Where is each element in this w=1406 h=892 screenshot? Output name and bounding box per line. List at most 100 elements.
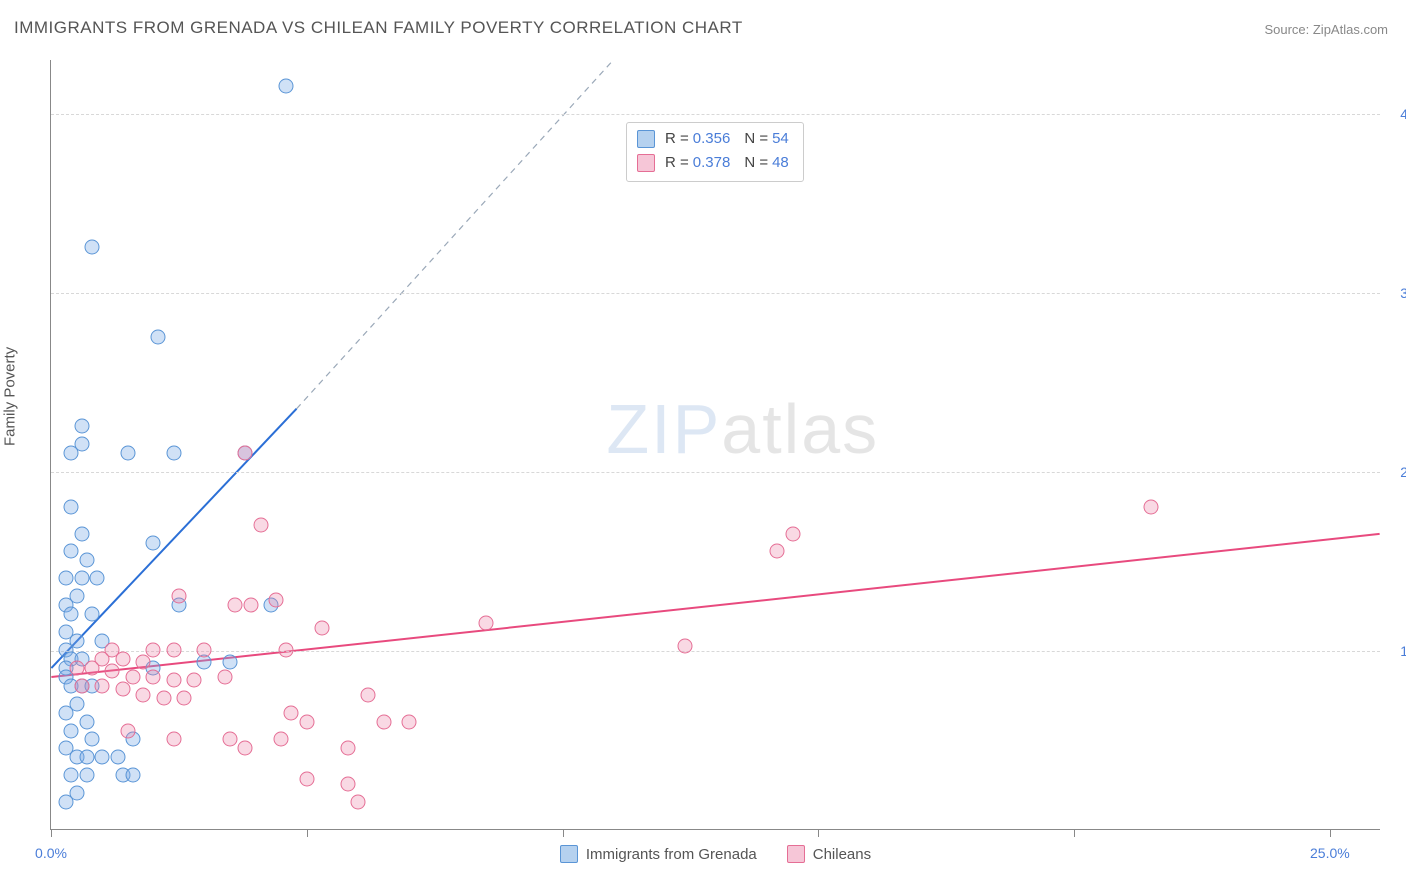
data-point bbox=[64, 607, 79, 622]
gridline bbox=[51, 651, 1380, 652]
data-point bbox=[146, 642, 161, 657]
stats-legend: R =0.356N =54R =0.378N =48 bbox=[626, 122, 804, 182]
data-point bbox=[120, 445, 135, 460]
data-point bbox=[166, 445, 181, 460]
data-point bbox=[1143, 499, 1158, 514]
legend-r-value: 0.356 bbox=[693, 127, 731, 151]
data-point bbox=[340, 777, 355, 792]
series-label: Immigrants from Grenada bbox=[586, 846, 757, 863]
legend-swatch bbox=[637, 130, 655, 148]
data-point bbox=[84, 660, 99, 675]
legend-r-label: R = bbox=[665, 127, 689, 151]
y-tick-label: 10.0% bbox=[1385, 643, 1406, 659]
chart-title: IMMIGRANTS FROM GRENADA VS CHILEAN FAMIL… bbox=[14, 18, 743, 38]
data-point bbox=[361, 687, 376, 702]
data-point bbox=[279, 642, 294, 657]
data-point bbox=[110, 750, 125, 765]
data-point bbox=[84, 240, 99, 255]
data-point bbox=[785, 526, 800, 541]
data-point bbox=[478, 616, 493, 631]
y-tick-label: 20.0% bbox=[1385, 464, 1406, 480]
data-point bbox=[350, 795, 365, 810]
data-point bbox=[770, 544, 785, 559]
data-point bbox=[223, 732, 238, 747]
data-point bbox=[84, 607, 99, 622]
x-tick bbox=[51, 829, 52, 837]
data-point bbox=[74, 526, 89, 541]
series-legend: Immigrants from Grenada Chileans bbox=[51, 839, 1380, 869]
data-point bbox=[253, 517, 268, 532]
data-point bbox=[243, 598, 258, 613]
y-tick-label: 40.0% bbox=[1385, 106, 1406, 122]
data-point bbox=[95, 750, 110, 765]
data-point bbox=[90, 571, 105, 586]
series-legend-item: Chileans bbox=[787, 845, 871, 863]
data-point bbox=[146, 669, 161, 684]
data-point bbox=[274, 732, 289, 747]
y-axis-title: Family Poverty bbox=[2, 347, 19, 446]
x-min-label: 0.0% bbox=[35, 845, 67, 861]
data-point bbox=[238, 445, 253, 460]
y-tick-label: 30.0% bbox=[1385, 285, 1406, 301]
data-point bbox=[171, 589, 186, 604]
data-point bbox=[115, 651, 130, 666]
gridline bbox=[51, 293, 1380, 294]
data-point bbox=[217, 669, 232, 684]
data-point bbox=[59, 571, 74, 586]
x-tick bbox=[818, 829, 819, 837]
series-legend-item: Immigrants from Grenada bbox=[560, 845, 757, 863]
watermark-thin: atlas bbox=[721, 390, 879, 468]
data-point bbox=[166, 673, 181, 688]
watermark: ZIPatlas bbox=[606, 389, 879, 469]
data-point bbox=[136, 655, 151, 670]
data-point bbox=[125, 768, 140, 783]
data-point bbox=[402, 714, 417, 729]
data-point bbox=[64, 723, 79, 738]
data-point bbox=[678, 639, 693, 654]
x-max-label: 25.0% bbox=[1310, 845, 1350, 861]
data-point bbox=[64, 445, 79, 460]
plot-area: ZIPatlas R =0.356N =54R =0.378N =48 Immi… bbox=[50, 60, 1380, 830]
legend-r-value: 0.378 bbox=[693, 151, 731, 175]
series-label: Chileans bbox=[813, 846, 871, 863]
stats-legend-row: R =0.356 N =54 bbox=[637, 127, 789, 151]
data-point bbox=[95, 678, 110, 693]
legend-swatch bbox=[560, 845, 578, 863]
data-point bbox=[156, 691, 171, 706]
data-point bbox=[74, 678, 89, 693]
data-point bbox=[223, 655, 238, 670]
data-point bbox=[79, 714, 94, 729]
legend-n-label: N = bbox=[744, 151, 768, 175]
legend-swatch bbox=[787, 845, 805, 863]
data-point bbox=[136, 687, 151, 702]
stats-legend-row: R =0.378N =48 bbox=[637, 151, 789, 175]
data-point bbox=[166, 732, 181, 747]
data-point bbox=[59, 705, 74, 720]
legend-r-label: R = bbox=[665, 151, 689, 175]
legend-n-label: N = bbox=[744, 127, 768, 151]
data-point bbox=[299, 714, 314, 729]
data-point bbox=[115, 682, 130, 697]
data-point bbox=[340, 741, 355, 756]
data-point bbox=[59, 795, 74, 810]
data-point bbox=[74, 419, 89, 434]
x-tick bbox=[307, 829, 308, 837]
data-point bbox=[105, 664, 120, 679]
data-point bbox=[74, 571, 89, 586]
data-point bbox=[120, 723, 135, 738]
watermark-bold: ZIP bbox=[606, 390, 721, 468]
data-point bbox=[151, 329, 166, 344]
data-point bbox=[284, 705, 299, 720]
gridline bbox=[51, 472, 1380, 473]
legend-n-value: 54 bbox=[772, 127, 789, 151]
data-point bbox=[79, 750, 94, 765]
data-point bbox=[279, 78, 294, 93]
data-point bbox=[64, 768, 79, 783]
x-tick bbox=[1330, 829, 1331, 837]
data-point bbox=[238, 741, 253, 756]
data-point bbox=[197, 642, 212, 657]
gridline bbox=[51, 114, 1380, 115]
data-point bbox=[269, 592, 284, 607]
data-point bbox=[187, 673, 202, 688]
data-point bbox=[79, 553, 94, 568]
